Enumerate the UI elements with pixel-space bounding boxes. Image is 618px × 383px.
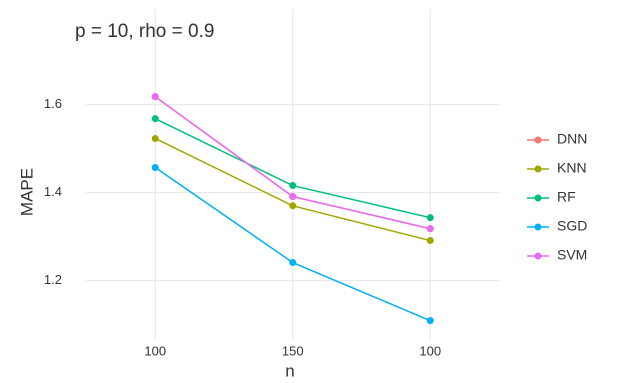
legend-key [534,136,542,144]
y-tick-label: 1.2 [44,272,62,287]
legend-label: DNN [557,131,587,147]
point [289,202,297,210]
y-axis-label: MAPE [17,168,36,216]
legend-label: SGD [557,218,587,234]
point [426,237,434,245]
legend-key [534,252,542,260]
legend-label: SVM [557,247,587,263]
legend-label: KNN [557,160,587,176]
legend-key [534,194,542,202]
y-tick-label: 1.4 [44,184,62,199]
point [289,259,297,267]
x-tick-label: 100 [419,343,441,358]
point [151,93,159,101]
point [151,134,159,142]
x-tick-label: 150 [282,343,304,358]
legend-key [534,165,542,173]
point [151,115,159,123]
point [426,317,434,325]
point [289,193,297,201]
legend-key [534,223,542,231]
legend-label: RF [557,189,576,205]
point [151,164,159,172]
x-axis-label: n [285,361,294,380]
point [426,225,434,233]
x-tick-label: 100 [144,343,166,358]
y-tick-label: 1.6 [44,96,62,111]
chart-title: p = 10, rho = 0.9 [75,21,214,42]
point [289,182,297,190]
point [426,214,434,222]
